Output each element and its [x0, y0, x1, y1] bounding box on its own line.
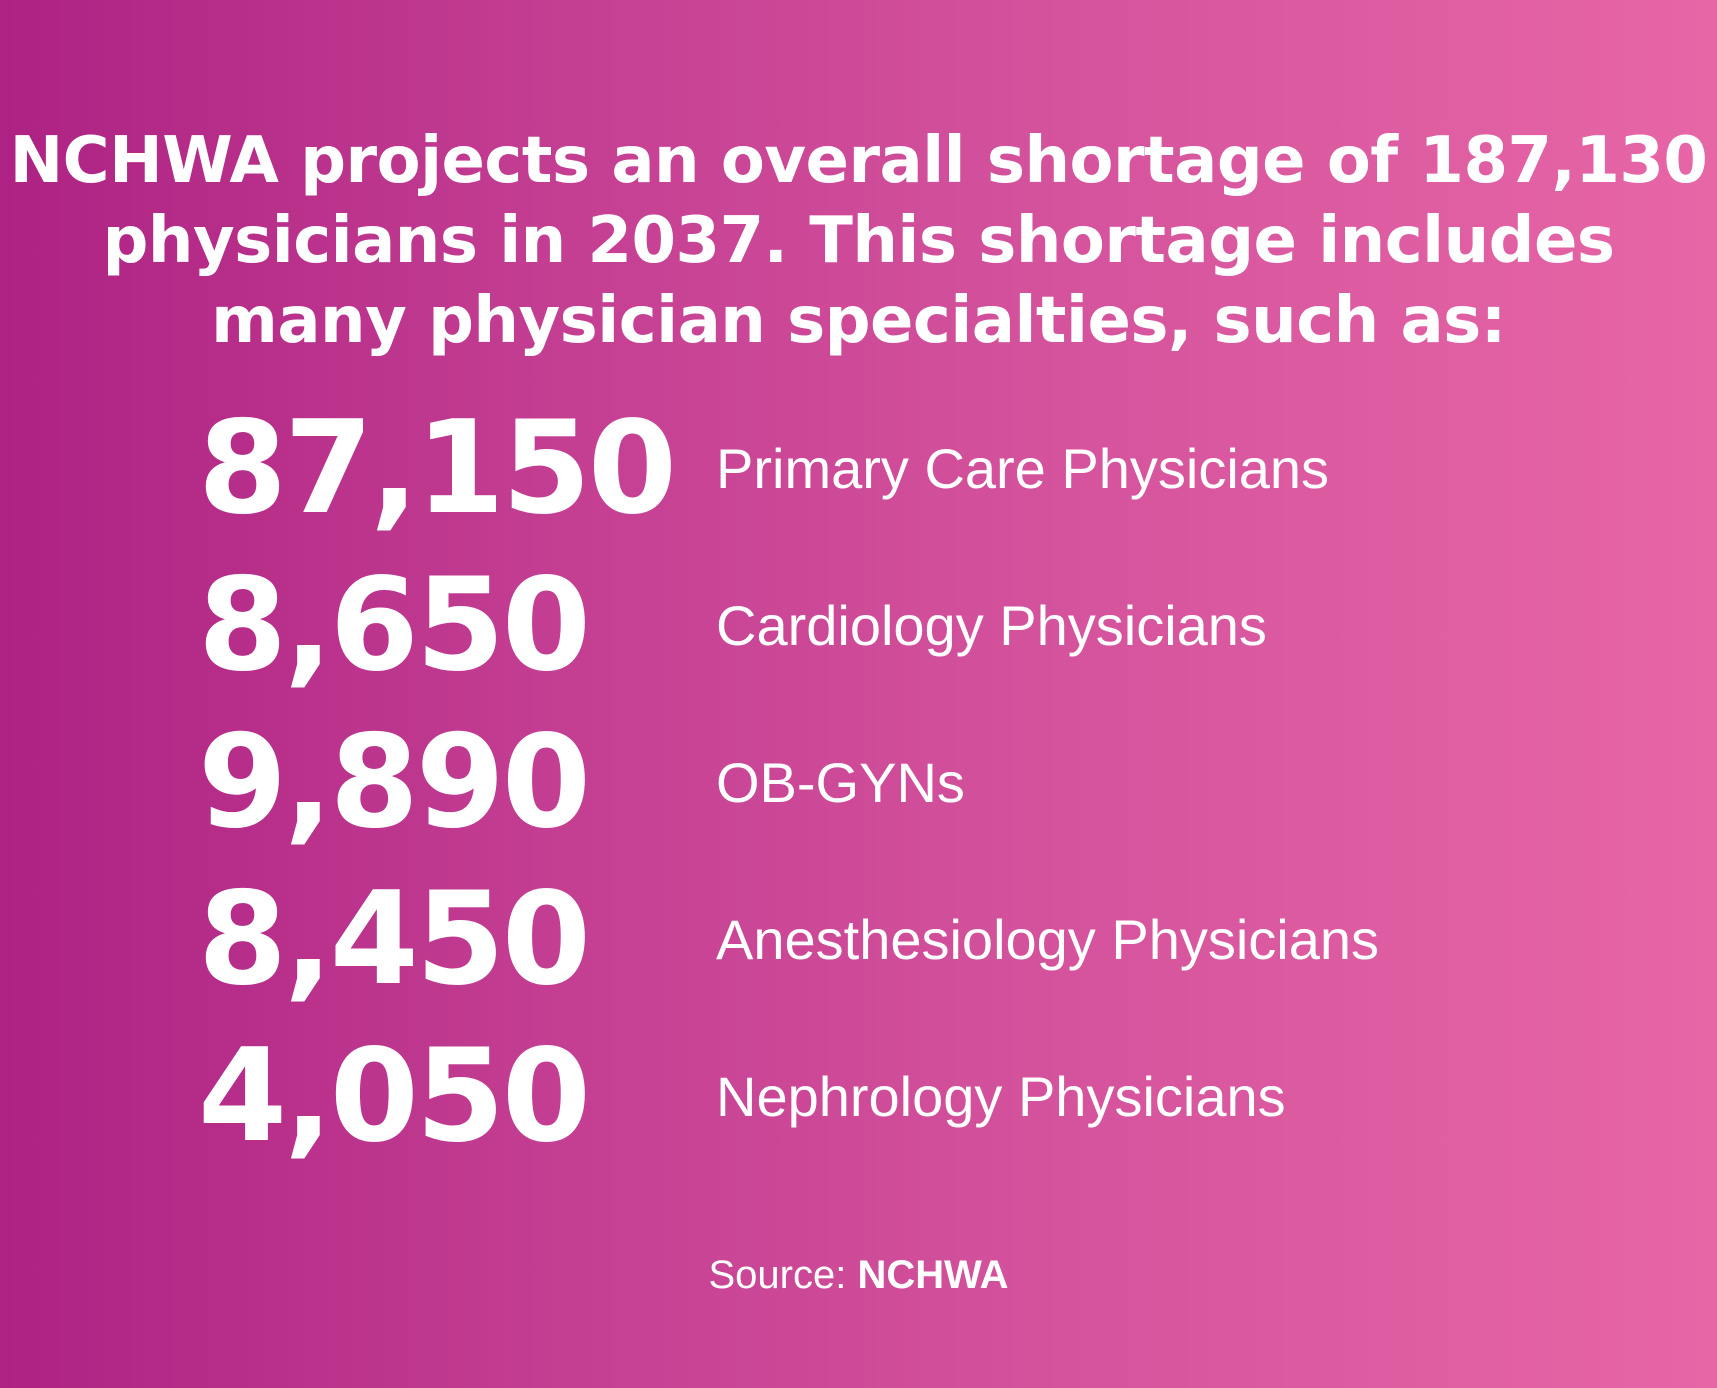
stat-label: Anesthesiology Physicians — [716, 908, 1380, 971]
headline-line-1: NCHWA projects an overall shortage of 18… — [9, 123, 1708, 198]
stat-label: OB-GYNs — [716, 751, 965, 814]
stat-label: Primary Care Physicians — [716, 437, 1330, 500]
stat-row-anesthesiology: 8,450 Anesthesiology Physicians — [198, 869, 1618, 1026]
headline-line-3: many physician specialties, such as: — [211, 283, 1506, 358]
headline-line-2: physicians in 2037. This shortage includ… — [102, 203, 1615, 278]
stat-row-cardiology: 8,650 Cardiology Physicians — [198, 555, 1618, 712]
source-caption: Source: NCHWA — [0, 1250, 1717, 1300]
headline: NCHWA projects an overall shortage of 18… — [0, 121, 1717, 361]
stat-number: 8,450 — [198, 865, 591, 1014]
stat-number: 4,050 — [198, 1022, 591, 1171]
source-name: NCHWA — [857, 1253, 1009, 1297]
stat-row-ob-gyn: 9,890 OB-GYNs — [198, 712, 1618, 869]
stat-number: 8,650 — [198, 551, 591, 700]
stat-number: 87,150 — [198, 394, 677, 543]
stat-label: Cardiology Physicians — [716, 594, 1267, 657]
source-prefix: Source: — [708, 1253, 847, 1297]
stat-label: Nephrology Physicians — [716, 1065, 1286, 1128]
stats-list: 87,150 Primary Care Physicians 8,650 Car… — [198, 398, 1618, 1183]
stat-row-nephrology: 4,050 Nephrology Physicians — [198, 1026, 1618, 1183]
stat-row-primary-care: 87,150 Primary Care Physicians — [198, 398, 1618, 555]
stat-number: 9,890 — [198, 708, 591, 857]
